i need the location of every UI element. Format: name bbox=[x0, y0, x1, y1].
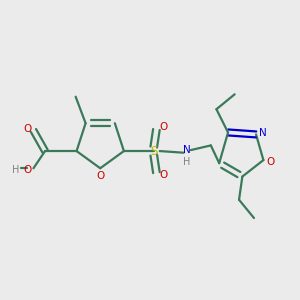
Text: O: O bbox=[267, 157, 275, 167]
Text: H: H bbox=[13, 165, 20, 175]
Text: O: O bbox=[23, 124, 32, 134]
Text: N: N bbox=[260, 128, 267, 138]
Text: N: N bbox=[183, 145, 191, 155]
Text: O: O bbox=[96, 170, 104, 181]
Text: O: O bbox=[23, 165, 32, 175]
Text: O: O bbox=[160, 122, 168, 132]
Text: H: H bbox=[183, 157, 190, 167]
Text: S: S bbox=[150, 145, 158, 158]
Text: O: O bbox=[160, 170, 168, 180]
